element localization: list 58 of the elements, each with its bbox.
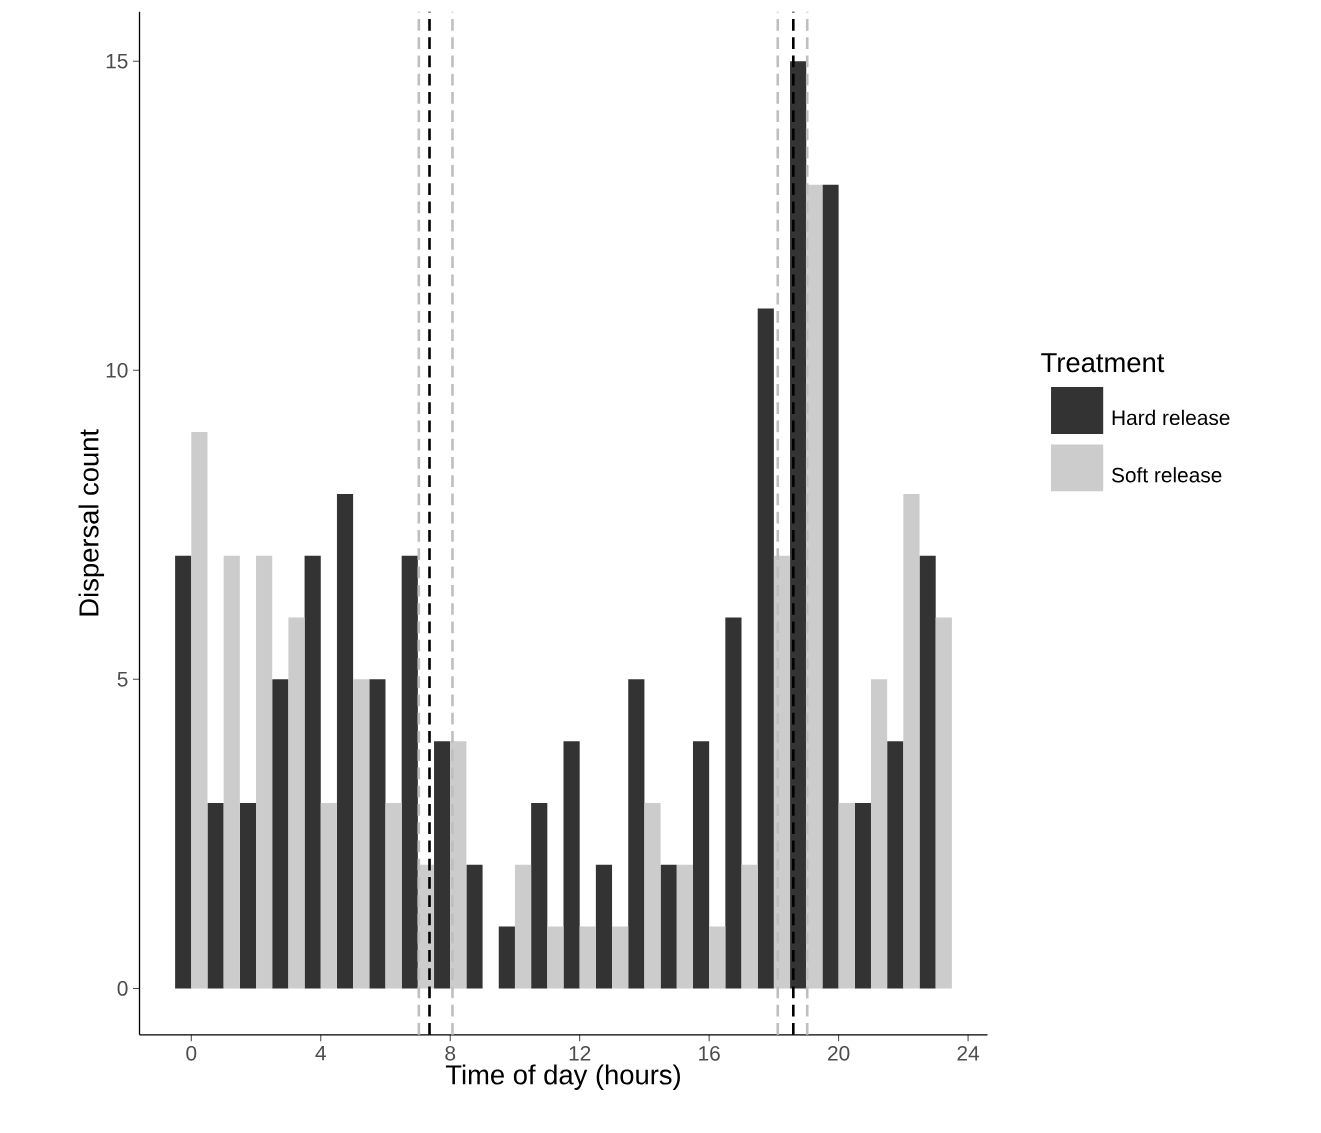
x-tick-label: 24 bbox=[957, 1046, 980, 1061]
bar bbox=[887, 741, 904, 989]
x-tick-label: 20 bbox=[828, 1046, 850, 1061]
bar bbox=[709, 926, 726, 989]
bar bbox=[385, 803, 402, 989]
bar bbox=[288, 617, 305, 989]
bar bbox=[579, 926, 596, 989]
bar bbox=[919, 555, 936, 989]
bar bbox=[466, 865, 483, 989]
x-tick-label: 4 bbox=[315, 1046, 326, 1061]
bar bbox=[401, 555, 418, 989]
bar bbox=[239, 803, 257, 989]
bar bbox=[256, 555, 273, 989]
bar bbox=[320, 803, 337, 989]
bar bbox=[935, 617, 952, 989]
bar bbox=[741, 865, 758, 989]
bar bbox=[725, 617, 742, 989]
x-tick-label: 0 bbox=[186, 1046, 197, 1061]
bar bbox=[628, 679, 645, 989]
legend-label: Hard release bbox=[1112, 409, 1230, 426]
bar bbox=[644, 803, 661, 989]
bar bbox=[838, 803, 855, 989]
bar bbox=[854, 803, 871, 989]
bar bbox=[660, 865, 677, 989]
bar bbox=[223, 555, 240, 989]
bar bbox=[353, 679, 370, 989]
bar bbox=[272, 679, 289, 989]
bar bbox=[514, 865, 532, 989]
bar bbox=[531, 803, 548, 989]
bar bbox=[612, 926, 629, 989]
bar bbox=[336, 494, 354, 989]
bar bbox=[595, 865, 613, 989]
bar bbox=[870, 679, 888, 989]
bar bbox=[547, 926, 564, 989]
bar bbox=[304, 555, 321, 989]
bar bbox=[207, 803, 224, 989]
x-axis-title: Time of day (hours) bbox=[445, 1064, 680, 1091]
bar bbox=[191, 432, 208, 989]
bar bbox=[563, 741, 580, 989]
bar bbox=[175, 555, 192, 989]
bar bbox=[434, 741, 451, 989]
y-tick-label: 5 bbox=[117, 672, 128, 687]
bar bbox=[498, 926, 515, 989]
bar bbox=[903, 494, 920, 989]
x-tick-label: 8 bbox=[445, 1046, 456, 1061]
legend-label: Soft release bbox=[1111, 467, 1222, 483]
bar bbox=[692, 741, 710, 989]
bar bbox=[676, 865, 693, 989]
y-axis-title: Dispersal count bbox=[78, 429, 105, 616]
bar bbox=[822, 185, 839, 989]
y-tick-label: 10 bbox=[106, 363, 128, 378]
bar bbox=[757, 308, 774, 989]
x-tick-label: 12 bbox=[569, 1046, 591, 1061]
legend-title: Treatment bbox=[1041, 353, 1165, 373]
y-tick-label: 0 bbox=[117, 981, 128, 997]
y-tick-label: 15 bbox=[106, 54, 128, 69]
bar bbox=[369, 679, 386, 989]
x-tick-label: 16 bbox=[699, 1046, 720, 1061]
